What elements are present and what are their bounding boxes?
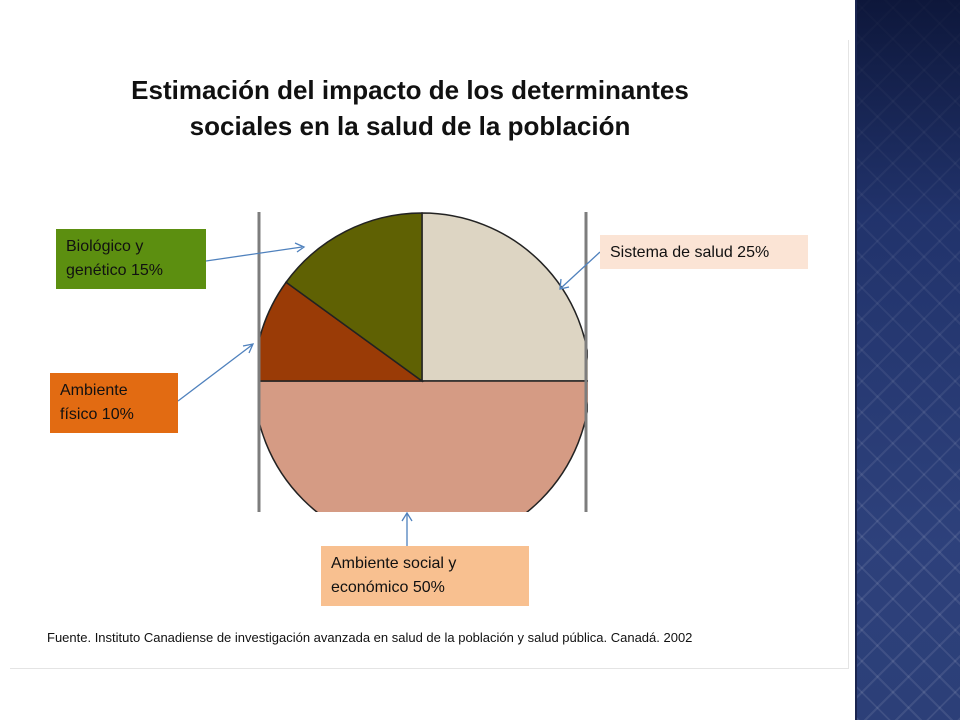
- callout-fisico: Ambiente físico 10%: [50, 373, 178, 433]
- slide-title: Estimación del impacto de los determinan…: [60, 72, 760, 144]
- callout-biologico-line-1: Biológico y: [66, 238, 144, 255]
- pie-slices: [258, 212, 588, 512]
- callout-social: Ambiente social y económico 50%: [321, 546, 529, 606]
- source-note: Fuente. Instituto Canadiense de investig…: [47, 630, 693, 645]
- pie-slice-2: [258, 281, 425, 382]
- callout-fisico-line-2: físico 10%: [60, 406, 134, 423]
- callout-salud-line-1: Sistema de salud 25%: [610, 244, 770, 261]
- pie-slice-1: [258, 380, 588, 512]
- pie-slice-3: [285, 212, 423, 383]
- arrow-biologico: [205, 246, 303, 262]
- callout-biologico-line-2: genético 15%: [66, 262, 163, 279]
- arrow-fisico-head: [242, 343, 255, 354]
- callout-arrows: [177, 242, 601, 546]
- callout-social-line-2: económico 50%: [331, 579, 445, 596]
- callout-salud: Sistema de salud 25%: [600, 235, 808, 269]
- title-line-1: Estimación del impacto de los determinan…: [131, 75, 689, 105]
- arrow-biologico-head: [294, 242, 306, 253]
- arrow-salud: [560, 251, 601, 289]
- arrow-salud-head: [559, 278, 570, 290]
- title-line-2: sociales en la salud de la población: [189, 111, 631, 141]
- decorative-side-band: [857, 0, 960, 720]
- callout-social-line-1: Ambiente social y: [331, 555, 457, 572]
- callout-fisico-line-1: Ambiente: [60, 382, 128, 399]
- side-band-edge: [855, 0, 857, 720]
- pie-slice-0: [421, 212, 588, 382]
- callout-biologico: Biológico y genético 15%: [56, 229, 206, 289]
- arrow-fisico: [177, 344, 253, 402]
- arrow-social-head: [401, 511, 413, 522]
